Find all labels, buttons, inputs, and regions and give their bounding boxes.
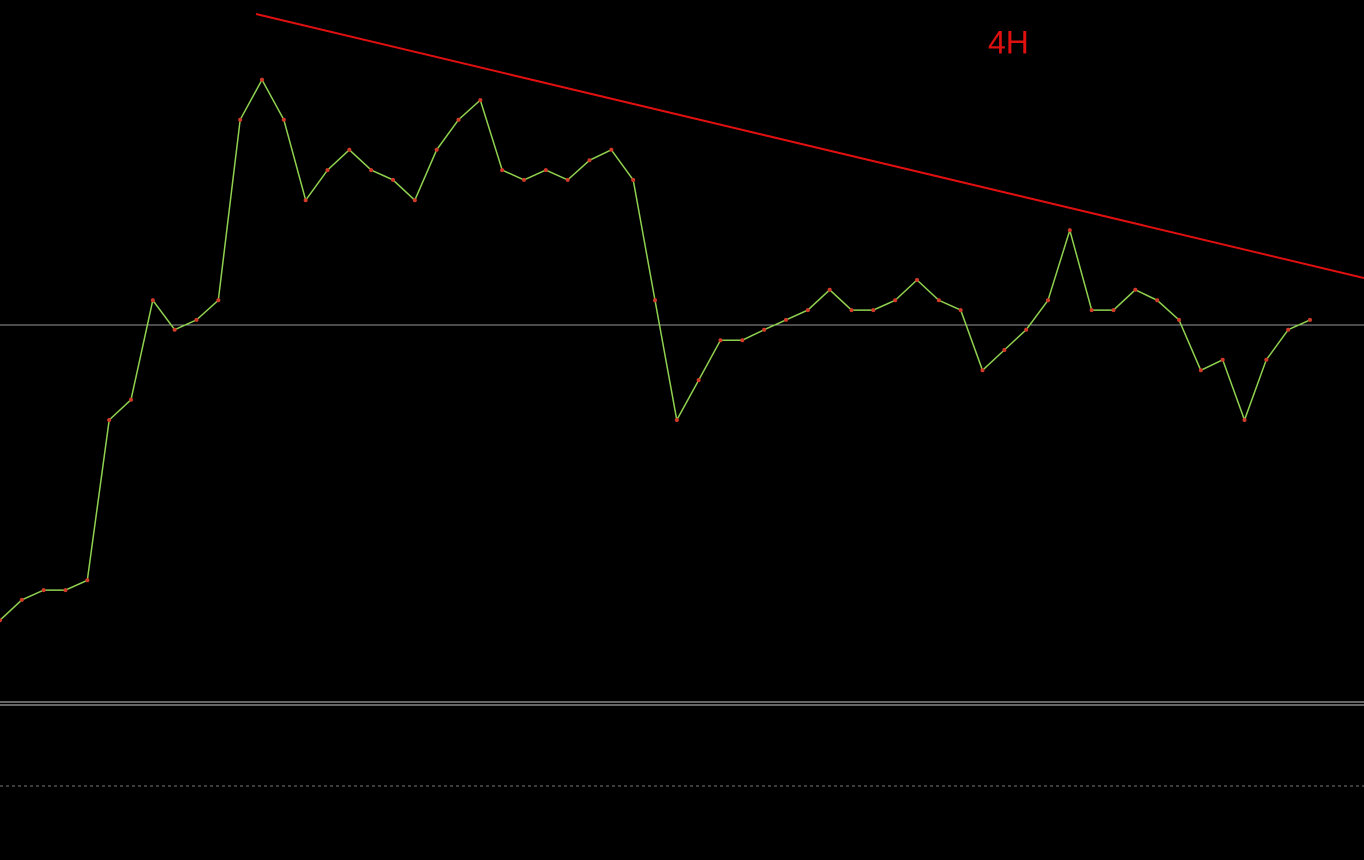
price-point	[915, 278, 919, 282]
price-point	[740, 338, 745, 343]
price-point	[827, 287, 832, 292]
trend-line	[255, 13, 1364, 279]
price-point	[653, 298, 657, 303]
price-point	[674, 418, 679, 422]
price-point	[347, 147, 352, 152]
price-point	[412, 198, 417, 203]
price-point	[565, 177, 570, 182]
price-point	[194, 317, 199, 322]
price-point	[587, 158, 592, 163]
price-point	[1308, 317, 1312, 322]
price-point	[63, 588, 68, 593]
price-point	[391, 177, 395, 182]
price-point	[434, 147, 439, 152]
price-point	[849, 308, 854, 313]
price-point	[325, 168, 330, 173]
price-point	[281, 117, 286, 122]
price-point	[19, 597, 24, 602]
price-point	[369, 168, 374, 173]
price-point	[85, 578, 90, 583]
price-point	[456, 117, 461, 122]
price-point	[543, 168, 548, 173]
price-point	[1286, 327, 1291, 332]
price-point	[1111, 308, 1116, 313]
price-point	[500, 168, 505, 173]
price-point	[1264, 357, 1269, 362]
price-point	[805, 308, 810, 313]
price-point	[1177, 317, 1181, 322]
price-point	[1155, 298, 1160, 303]
price-point	[631, 177, 636, 182]
price-point	[871, 308, 876, 313]
price-point	[107, 418, 112, 422]
price-point	[1024, 327, 1029, 332]
price-point	[1067, 228, 1072, 233]
price-point	[1089, 308, 1094, 313]
price-point	[958, 308, 963, 313]
price-point	[129, 397, 133, 402]
price-point	[41, 588, 46, 593]
price-point	[718, 338, 723, 343]
price-point	[172, 327, 177, 332]
price-point	[1242, 418, 1247, 422]
price-point	[784, 317, 788, 322]
price-point	[260, 77, 264, 82]
price-point	[893, 298, 898, 303]
timeframe-label: 4H	[988, 24, 1029, 60]
price-point	[1002, 348, 1007, 352]
price-point	[478, 98, 483, 103]
price-point	[238, 117, 243, 122]
price-point	[1220, 357, 1225, 362]
price-point	[1046, 298, 1050, 303]
price-point	[980, 368, 985, 373]
price-point	[609, 147, 614, 152]
price-point	[303, 198, 308, 203]
price-point	[696, 378, 701, 383]
price-point	[1133, 287, 1138, 292]
price-point	[936, 298, 941, 303]
price-point	[1198, 368, 1203, 373]
price-point	[0, 618, 2, 623]
price-point	[216, 298, 221, 303]
price-point	[150, 298, 155, 303]
price-point	[522, 177, 526, 182]
price-point	[762, 327, 767, 332]
